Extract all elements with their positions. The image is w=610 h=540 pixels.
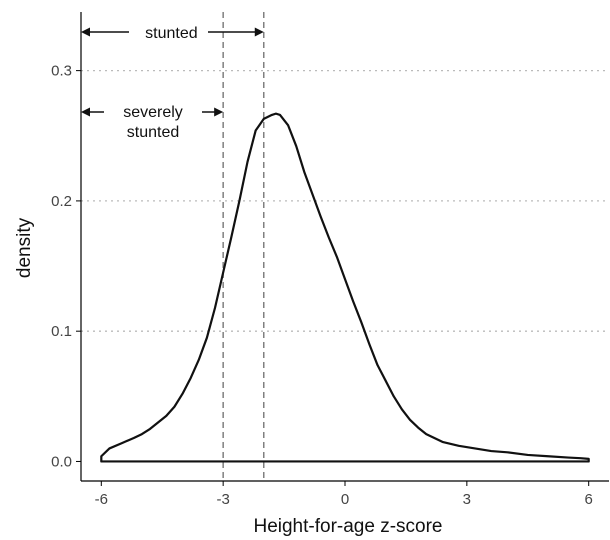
annotation-severe-label-line1: severely	[123, 104, 183, 121]
annotation-stunted-label: stunted	[145, 25, 197, 42]
arrowhead-right	[214, 107, 224, 117]
annotations: stunted severely stunted	[81, 25, 264, 141]
arrowhead-right	[254, 27, 264, 37]
x-axis-title: Height-for-age z-score	[253, 516, 442, 537]
y-tick-label: 0.2	[51, 193, 72, 210]
series-layer	[100, 112, 590, 463]
x-tick-label: -3	[216, 491, 229, 508]
reference-lines	[222, 12, 265, 481]
axes	[76, 12, 609, 486]
arrowhead-left	[81, 107, 90, 117]
x-tick-label: 3	[463, 491, 471, 508]
x-tick-label: -6	[95, 491, 108, 508]
annotation-severe-label-line2: stunted	[127, 124, 179, 141]
x-tick-label: 6	[585, 491, 593, 508]
grid-lines	[81, 69, 609, 332]
tick-labels: 0.0 0.1 0.2 0.3 -6 -3 0 3 6	[51, 63, 593, 508]
arrowhead-left	[81, 27, 90, 37]
y-tick-label: 0.0	[51, 453, 72, 470]
y-tick-label: 0.1	[51, 323, 72, 340]
x-tick-label: 0	[341, 491, 349, 508]
y-tick-label: 0.3	[51, 63, 72, 80]
density-curve	[100, 112, 590, 463]
y-axis-title: density	[14, 217, 35, 278]
